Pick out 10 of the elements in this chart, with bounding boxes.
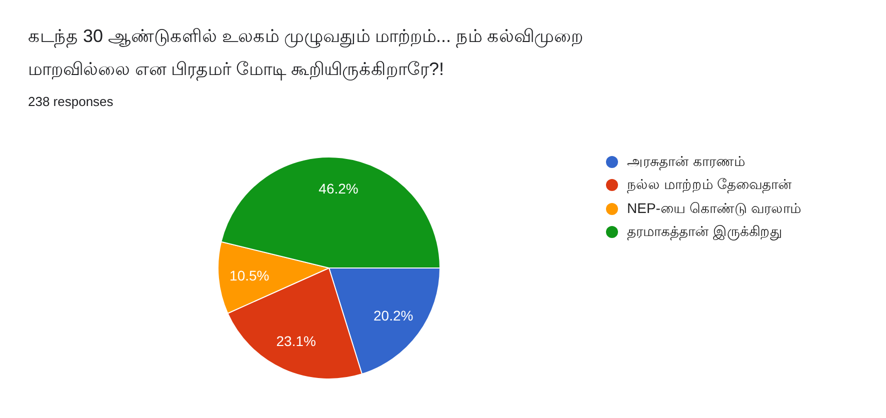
legend-label: தரமாகத்தான் இருக்கிறது <box>627 223 782 242</box>
chart-title: கடந்த 30 ஆண்டுகளில் உலகம் முழுவதும் மாற்றம்... நம் கல்விமுறை மாறவில்லை என பிரதமர் மோடி கூறியிருக்கிறாரே?! <box>28 25 584 83</box>
text: 238 responses <box>28 94 114 109</box>
legend-label: NEP-யை கொண்டு வரலாம் <box>627 200 802 218</box>
data-label: 23.1% <box>276 332 316 349</box>
legend-label: அரசுதான் காரணம் <box>627 152 745 171</box>
legend-label: நல்ல மாற்றம் தேவைதான் <box>627 176 792 194</box>
data-label: 10.5% <box>230 267 270 284</box>
data-label: 46.2% <box>318 180 358 197</box>
data-label: 20.2% <box>374 307 414 324</box>
